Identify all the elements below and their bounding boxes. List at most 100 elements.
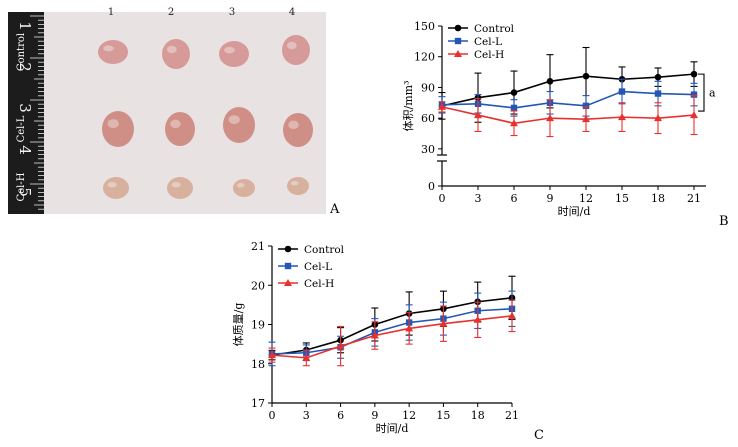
y-axis-label: 体质量/g xyxy=(231,303,245,347)
data-point xyxy=(268,351,276,359)
tumor-sample xyxy=(162,39,190,69)
data-point xyxy=(654,90,662,97)
tumor-highlight xyxy=(236,183,245,188)
y-tick-label: 19 xyxy=(251,319,265,332)
data-point xyxy=(582,115,590,123)
photo-row-label: Cel-L xyxy=(16,115,27,142)
x-tick-label: 21 xyxy=(505,409,519,422)
x-tick-label: 18 xyxy=(471,409,485,422)
x-tick-label: 12 xyxy=(579,192,593,205)
x-tick-label: 15 xyxy=(615,192,629,205)
data-point xyxy=(336,342,345,350)
legend-marker xyxy=(284,245,292,253)
data-point xyxy=(618,113,626,121)
tumor-volume-chart: 0 30 60 90 120 150 0 3 6 9 12 15 18 21 时间/d 体积/mm³ Contr… xyxy=(401,20,716,218)
tumor-sample xyxy=(287,177,309,195)
x-tick-label: 6 xyxy=(337,409,344,422)
legend-marker xyxy=(284,262,292,270)
legend-entry: Cel-L xyxy=(304,261,332,273)
photo-column-label: 3 xyxy=(229,7,235,18)
series-line xyxy=(271,308,513,355)
tumor-highlight xyxy=(286,41,297,50)
y-axis-label: 体积/mm³ xyxy=(401,81,415,132)
ruler-number: 5 xyxy=(16,187,34,197)
legend-marker xyxy=(454,50,462,57)
photo-column-label: 1 xyxy=(108,7,114,18)
data-point xyxy=(618,88,626,95)
panel-letter-b: B xyxy=(719,214,729,229)
tumor-photo: 1 2 3 4 5 1 2 3 4 Control Cel-L Cel-H xyxy=(8,4,326,214)
tumor-highlight xyxy=(290,181,299,186)
data-point xyxy=(690,91,698,98)
photo-row-label: Control xyxy=(16,33,27,71)
tumor-sample xyxy=(102,111,134,147)
photo-row-label: Cel-H xyxy=(16,172,27,201)
tumor-highlight xyxy=(171,181,181,188)
data-point xyxy=(582,72,590,80)
y-tick-label: 21 xyxy=(251,240,265,253)
series-line xyxy=(441,106,695,125)
tumor-highlight xyxy=(288,120,299,130)
tumor-highlight xyxy=(224,46,235,54)
tumor-highlight xyxy=(107,119,119,129)
series-line xyxy=(441,90,695,109)
tumor-sample xyxy=(283,113,313,147)
series-line xyxy=(441,73,695,107)
significance-bracket xyxy=(698,73,705,112)
data-point xyxy=(405,324,414,332)
series-line xyxy=(271,315,513,359)
x-tick-label: 15 xyxy=(436,409,450,422)
series-cel-h xyxy=(438,95,698,138)
data-point xyxy=(546,114,554,122)
series-line xyxy=(271,297,513,356)
data-point xyxy=(474,111,482,119)
tumor-highlight xyxy=(170,119,181,129)
tumor-sample xyxy=(167,177,193,199)
ruler-number: 1 xyxy=(16,21,34,31)
legend-marker xyxy=(284,279,292,286)
data-point xyxy=(546,77,554,85)
x-axis-label: 时间/d xyxy=(376,422,409,435)
y-tick-label: 60 xyxy=(421,112,435,125)
tumor-sample xyxy=(223,107,255,143)
photo-column-label: 4 xyxy=(289,7,295,18)
data-point xyxy=(690,111,698,119)
ruler-number: 4 xyxy=(16,145,34,155)
x-tick-label: 0 xyxy=(269,409,276,422)
x-tick-label: 6 xyxy=(511,192,518,205)
data-point xyxy=(302,353,311,361)
data-point xyxy=(508,311,516,319)
legend-marker xyxy=(454,24,462,32)
data-point xyxy=(438,102,446,110)
data-point xyxy=(510,89,518,96)
y-tick-label: 0 xyxy=(428,180,435,193)
tumor-highlight xyxy=(103,45,114,52)
series-cel-h xyxy=(268,299,516,367)
x-tick-label: 21 xyxy=(687,192,701,205)
data-point xyxy=(473,315,482,323)
x-tick-label: 0 xyxy=(439,192,446,205)
tumor-sample xyxy=(165,112,195,146)
data-point xyxy=(654,73,662,81)
legend-entry: Cel-H xyxy=(474,49,504,61)
tumor-highlight xyxy=(166,45,177,54)
ruler-number: 3 xyxy=(16,103,34,113)
data-point xyxy=(439,319,448,327)
tumor-sample xyxy=(103,177,129,199)
y-tick-label: 90 xyxy=(421,81,435,94)
x-tick-label: 18 xyxy=(651,192,665,205)
x-tick-label: 3 xyxy=(475,192,482,205)
data-point xyxy=(582,102,590,110)
axis-break-gap xyxy=(436,155,448,161)
tumor-sample xyxy=(219,41,249,67)
data-point xyxy=(690,70,698,78)
data-point xyxy=(370,331,379,339)
legend-entry: Cel-L xyxy=(474,36,502,48)
x-tick-label: 12 xyxy=(402,409,416,422)
legend-entry: Control xyxy=(304,244,345,256)
x-tick-label: 3 xyxy=(303,409,310,422)
legend-entry: Control xyxy=(474,23,515,35)
data-point xyxy=(510,104,518,112)
x-tick-label: 9 xyxy=(547,192,554,205)
body-weight-chart: 17 18 19 20 21 0 3 6 9 12 15 18 21 时间/d 体质量/g Control Ce… xyxy=(231,240,519,435)
